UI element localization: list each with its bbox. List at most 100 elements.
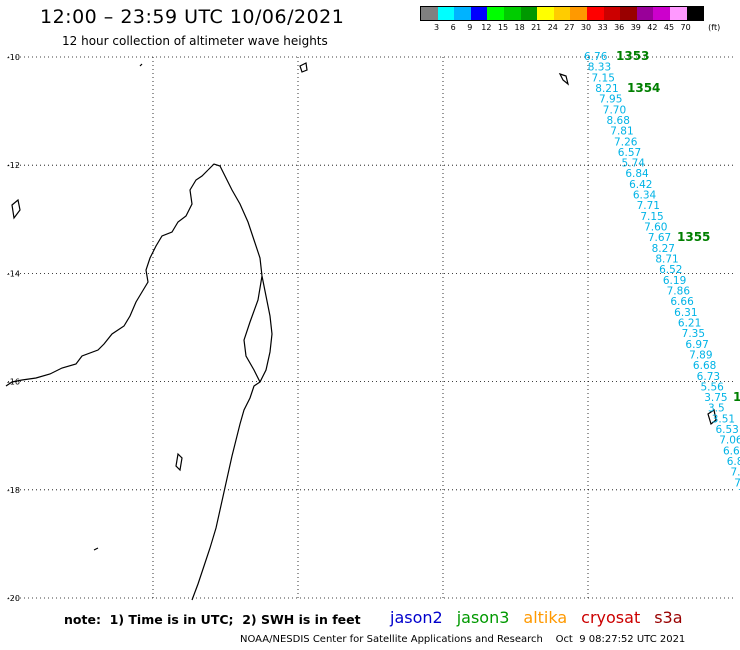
- legend-label: 6: [450, 23, 456, 32]
- swh-reading: 6.53: [715, 424, 738, 436]
- legend-swatch: [503, 7, 521, 20]
- legend-swatch: [669, 7, 687, 20]
- swh-reading: 6.34: [633, 190, 657, 202]
- legend-label: 24: [547, 23, 558, 32]
- swh-reading: 7.35: [682, 328, 705, 340]
- wave-height-color-legend: 3 6 9 12 15 18 21 24 27 30 33 36 39 42 45 70 (ft): [420, 6, 720, 35]
- swh-reading: 7.: [734, 477, 740, 489]
- legend-label: 39: [630, 23, 641, 32]
- swh-reading: 6.69: [723, 445, 740, 457]
- latitude-label: -10: [7, 53, 20, 62]
- swh-reading: 6.76: [584, 51, 608, 63]
- swh-reading: 7.06: [719, 435, 740, 447]
- satellite-name: altika: [523, 608, 568, 627]
- altimeter-map: 454851545760-10-12-14-16-18-20 6.768.337…: [3, 49, 740, 605]
- latitude-label: -20: [7, 594, 20, 603]
- longitude-label: 48: [148, 604, 158, 605]
- swh-reading: 7.71: [637, 200, 660, 212]
- swh-reading: 6.21: [678, 317, 701, 329]
- legend-label: 36: [614, 23, 625, 32]
- swh-reading: 7.26: [614, 136, 638, 148]
- swh-reading: 6.84: [625, 168, 649, 180]
- legend-label: 21: [531, 23, 542, 32]
- pass-number: 1355: [677, 230, 710, 244]
- swh-reading: 3.75: [704, 392, 727, 404]
- legend-swatch: [620, 7, 637, 20]
- longitude-label: 51: [293, 604, 303, 605]
- swh-reading: 8.33: [588, 62, 611, 74]
- swh-reading: 8.68: [607, 115, 630, 127]
- pass-number: 1354: [627, 81, 660, 95]
- swh-reading: 7.95: [599, 94, 622, 106]
- swh-reading: 5.56: [700, 381, 724, 393]
- legend-label: 70: [680, 23, 691, 32]
- swh-reading: 7.60: [644, 222, 667, 234]
- legend-label: 42: [647, 23, 658, 32]
- map-title: 12:00 – 23:59 UTC 10/06/2021: [40, 6, 345, 28]
- legend-swatch: [686, 7, 704, 20]
- swh-reading: 6.57: [618, 147, 641, 159]
- legend-swatch: [653, 7, 670, 20]
- legend-unit: (ft): [708, 23, 721, 32]
- swh-reading: 7.86: [667, 285, 691, 297]
- legend-label: 30: [580, 23, 592, 32]
- swh-reading: 8.21: [595, 83, 618, 95]
- satellite-name: cryosat: [581, 608, 641, 627]
- satellite-name: jason3: [456, 608, 510, 627]
- swh-reading: 6.73: [697, 371, 720, 383]
- pass-number: 1: [733, 390, 740, 404]
- swh-reading: 7.67: [648, 232, 671, 244]
- latitude-label: -18: [7, 486, 20, 495]
- swh-reading: 8.27: [652, 243, 675, 255]
- swh-reading: 6.19: [663, 275, 686, 287]
- swh-reading: 6.97: [685, 339, 708, 351]
- longitude-label: 45: [3, 604, 13, 605]
- legend-label: 45: [663, 23, 675, 32]
- credit-line: NOAA/NESDIS Center for Satellite Applica…: [240, 634, 686, 645]
- swh-reading: 7.70: [603, 104, 626, 116]
- legend-label: 18: [514, 23, 525, 32]
- swh-reading: 3.51: [712, 413, 735, 425]
- legend-label: 15: [497, 23, 509, 32]
- swh-reading: 7: [738, 488, 740, 500]
- legend-swatch: [570, 7, 587, 20]
- swh-reading: 6.66: [670, 296, 694, 308]
- swh-reading: 7.89: [689, 349, 712, 361]
- lat-lon-grid: 454851545760-10-12-14-16-18-20: [3, 53, 738, 605]
- satellite-legend: jason2 jason3 altika cryosat s3a: [390, 608, 697, 627]
- satellite-track: 6.768.33 7.15 8.217.957.708.687.817.266.57…: [584, 51, 740, 500]
- legend-swatch: [520, 7, 538, 20]
- swh-reading: 7.81: [610, 126, 633, 138]
- legend-labels: 3 6 9 12 15 18 21 24 27 30 33 36 39 42 45 70 (ft): [420, 21, 720, 35]
- pass-number-labels: 1353 1354 1355 1: [616, 49, 740, 404]
- satellite-name: s3a: [654, 608, 683, 627]
- legend-label: 3: [434, 23, 440, 32]
- satellite-name: jason2: [390, 608, 443, 627]
- legend-swatch: [586, 7, 604, 20]
- swh-reading: 7.15: [640, 211, 663, 223]
- swh-reading: 8.71: [655, 254, 678, 266]
- swh-reading: 7.: [730, 467, 740, 479]
- map-subtitle: 12 hour collection of altimeter wave hei…: [62, 34, 328, 48]
- longitude-label: 57: [583, 604, 593, 605]
- legend-swatch: [553, 7, 571, 20]
- swh-reading: 5.74: [622, 158, 646, 170]
- legend-swatch: [454, 7, 471, 20]
- swh-reading: 6.68: [693, 360, 716, 372]
- legend-swatch: [421, 7, 438, 20]
- legend-label: 27: [564, 23, 575, 32]
- legend-swatch: [470, 7, 488, 20]
- footnote: note: 1) Time is in UTC; 2) SWH is in fe…: [64, 612, 361, 627]
- legend-swatches: [420, 6, 705, 21]
- legend-label: 33: [597, 23, 608, 32]
- pass-number: 1353: [616, 49, 649, 63]
- legend-swatch: [636, 7, 654, 20]
- legend-label: 12: [481, 23, 492, 32]
- legend-swatch: [603, 7, 621, 20]
- latitude-label: -12: [7, 161, 20, 170]
- swh-reading: 6.42: [629, 179, 652, 191]
- swh-reading: 6.8: [727, 456, 740, 468]
- legend-label: 9: [467, 23, 473, 32]
- madagascar-coastline: [5, 62, 717, 601]
- legend-swatch: [537, 7, 554, 20]
